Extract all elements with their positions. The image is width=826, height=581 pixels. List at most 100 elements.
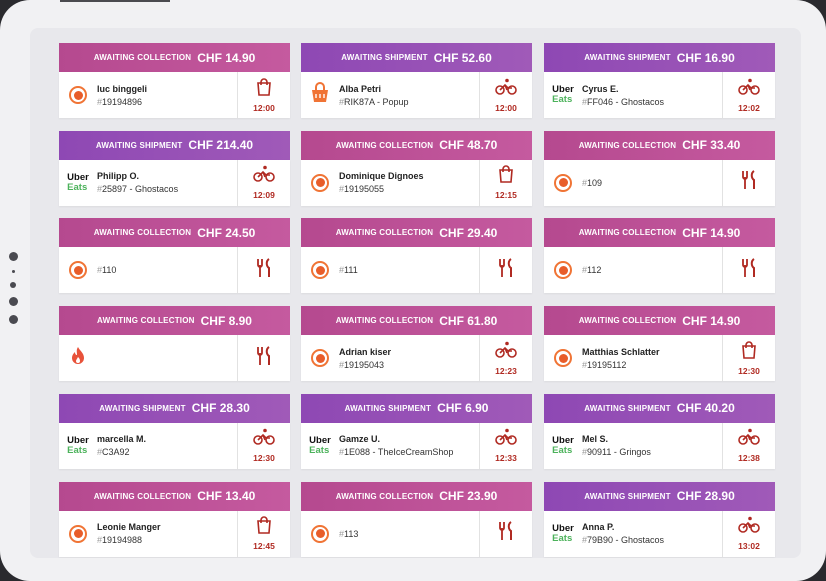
order-status: AWAITING COLLECTION [578,228,677,238]
order-info: Matthias Schlatter #19195112 [582,347,722,370]
order-time: 12:30 [253,453,275,464]
order-header: AWAITING COLLECTION CHF 61.80 [301,306,532,336]
order-card[interactable]: AWAITING SHIPMENT CHF 28.30 Uber Eats marcel… [59,393,290,471]
order-type-panel[interactable]: 12:33 [479,422,532,469]
order-ref: #1E088 - TheIceCreamShop [339,447,454,458]
order-card[interactable]: AWAITING COLLECTION CHF 24.50 #110 [59,218,290,295]
order-info: Adrian kiser #19195043 [339,347,479,370]
order-type-panel[interactable]: 12:02 [722,72,775,118]
order-card[interactable]: AWAITING COLLECTION CHF 33.40 #109 [544,130,775,208]
order-card[interactable]: AWAITING SHIPMENT CHF 214.40 Uber Eats Phili… [59,130,290,208]
uber-eats-logo: Uber Eats [309,434,331,456]
order-body: #109 [544,159,775,206]
customer-name: luc binggeli [97,83,148,94]
bag-icon [741,340,757,364]
uber-eats-logo: Uber Eats [552,84,574,105]
order-info: Philipp O. #25897 - Ghostacos [97,171,237,194]
order-card[interactable]: AWAITING SHIPMENT CHF 6.90 Uber Eats Gamze U… [301,393,532,471]
order-header: AWAITING SHIPMENT CHF 6.90 [301,393,532,423]
tablet-notch [60,0,170,2]
order-card[interactable]: AWAITING SHIPMENT CHF 52.60 Alba Petri #RIK… [301,43,532,120]
order-amount: CHF 23.90 [439,489,498,503]
order-card[interactable]: AWAITING SHIPMENT CHF 16.90 Uber Eats Cyrus … [544,43,775,120]
circle-icon [311,349,329,368]
order-type-panel[interactable] [237,335,290,382]
fork-knife-icon [497,258,515,283]
order-time: 12:23 [495,365,517,376]
tablet-side-buttons [9,252,18,333]
order-body: Uber Eats Gamze U. #1E088 - TheIceCreamShop… [301,422,532,469]
order-card[interactable]: AWAITING COLLECTION CHF 14.90 #112 [544,218,775,295]
order-card[interactable]: AWAITING SHIPMENT CHF 40.20 Uber Eats Mel S.… [544,393,775,471]
order-type-panel[interactable] [237,247,290,294]
order-header: AWAITING COLLECTION CHF 33.40 [544,130,775,160]
fork-knife-icon [497,521,515,546]
order-body: Uber Eats Mel S. #90911 - Gringos 12:38 [544,422,775,469]
order-body: #113 [301,510,532,557]
order-type-panel[interactable]: 12:45 [237,510,290,557]
order-time: 13:02 [738,541,760,551]
order-ref: #111 [339,265,358,276]
order-header: AWAITING COLLECTION CHF 14.90 [544,218,775,248]
order-card[interactable]: AWAITING COLLECTION CHF 48.70 Dominique Di… [301,130,532,208]
order-card[interactable]: AWAITING COLLECTION CHF 13.40 Leonie Mange… [59,481,290,559]
order-type-panel[interactable]: 12:30 [722,335,775,382]
order-type-panel[interactable] [479,247,532,294]
order-type-panel[interactable]: 12:00 [237,72,290,118]
order-card[interactable]: AWAITING COLLECTION CHF 29.40 #111 [301,218,532,295]
order-info: Gamze U. #1E088 - TheIceCreamShop [339,434,479,457]
order-type-panel[interactable]: 12:23 [479,335,532,382]
order-ref: #19195112 [582,359,627,370]
order-ref: #RIK87A - Popup [339,96,409,107]
order-info: Alba Petri #RIK87A - Popup [339,84,479,107]
order-type-panel[interactable] [722,247,775,294]
circle-icon [311,261,329,280]
order-header: AWAITING SHIPMENT CHF 28.30 [59,393,290,423]
order-info: Leonie Manger #19194988 [97,522,237,545]
order-card[interactable]: AWAITING COLLECTION CHF 8.90 [59,306,290,383]
order-amount: CHF 13.40 [197,489,256,503]
customer-name: Mel S. [582,434,609,445]
order-amount: CHF 52.60 [433,50,492,65]
order-type-panel[interactable] [479,510,532,557]
order-card[interactable]: AWAITING COLLECTION CHF 14.90 luc binggeli… [59,43,290,120]
order-card[interactable]: AWAITING COLLECTION CHF 14.90 Matthias Sch… [544,306,775,383]
order-card[interactable]: AWAITING SHIPMENT CHF 28.90 Uber Eats Anna P… [544,481,775,559]
order-body: Uber Eats Cyrus E. #FF046 - Ghostacos 12:02 [544,72,775,118]
fork-knife-icon [740,170,758,195]
fork-knife-icon [255,345,273,371]
order-card[interactable]: AWAITING COLLECTION CHF 61.80 Adrian kiser… [301,306,532,383]
order-header: AWAITING SHIPMENT CHF 28.90 [544,481,775,511]
customer-name: Matthias Schlatter [582,346,660,357]
order-source-logo [544,349,582,368]
order-info: #110 [97,265,237,275]
order-body: #111 [301,247,532,294]
bike-icon [495,428,517,451]
order-type-panel[interactable]: 12:09 [237,159,290,206]
order-type-panel[interactable] [722,159,775,206]
order-type-panel[interactable]: 12:30 [237,422,290,469]
order-info: #111 [339,265,479,275]
order-card[interactable]: AWAITING COLLECTION CHF 23.90 #113 [301,481,532,559]
order-status: AWAITING COLLECTION [335,228,434,238]
order-type-panel[interactable]: 12:15 [479,159,532,206]
order-type-panel[interactable]: 12:00 [479,72,532,118]
order-info: #113 [339,529,479,539]
circle-icon [554,349,572,368]
order-status: AWAITING COLLECTION [93,491,192,501]
circle-icon [554,173,572,192]
order-header: AWAITING COLLECTION CHF 24.50 [59,218,290,248]
order-body: Uber Eats Philipp O. #25897 - Ghostacos 12:0… [59,159,290,206]
order-type-panel[interactable]: 12:38 [722,422,775,469]
order-ref: #112 [582,265,602,276]
order-source-logo [544,261,582,280]
order-info: #109 [582,178,722,188]
order-status: AWAITING SHIPMENT [584,491,671,501]
order-status: AWAITING SHIPMENT [95,140,183,150]
order-status: AWAITING COLLECTION [93,228,192,238]
order-header: AWAITING COLLECTION CHF 13.40 [59,481,290,511]
order-amount: CHF 28.30 [191,401,250,416]
order-ref: #19195055 [339,184,385,195]
circle-icon [554,261,572,280]
order-type-panel[interactable]: 13:02 [722,510,775,557]
